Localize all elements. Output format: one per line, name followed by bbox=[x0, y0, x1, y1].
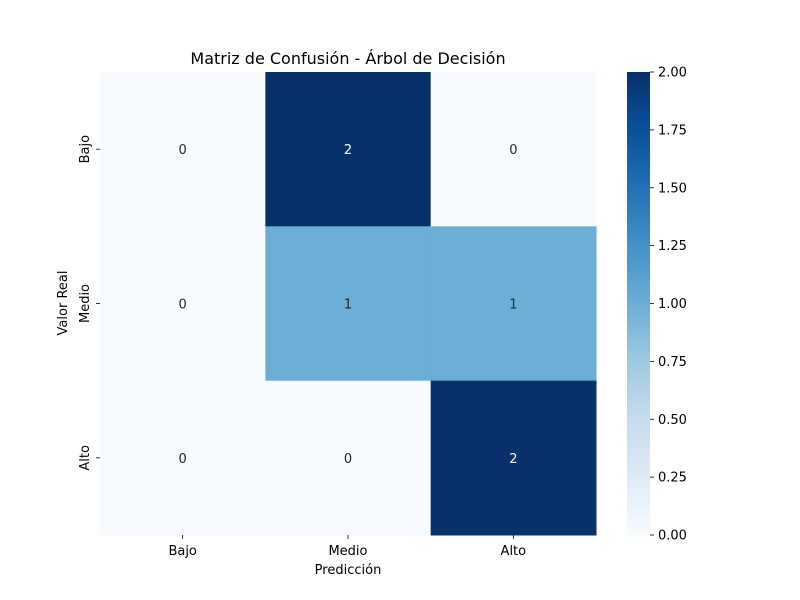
x-tick-label-1: Medio bbox=[328, 544, 367, 559]
heatmap-cell-2-2 bbox=[430, 380, 597, 536]
cell-value-label-0-0: 0 bbox=[179, 143, 187, 158]
cell-value-label-0-1: 2 bbox=[344, 143, 352, 158]
colorbar-tick-label-8: 2.00 bbox=[658, 66, 687, 81]
y-tick-label-1: Medio bbox=[78, 284, 93, 323]
colorbar-tick-label-5: 1.25 bbox=[658, 239, 687, 254]
x-tick-label-2: Alto bbox=[501, 544, 527, 559]
colorbar: 0.00 0.25 0.50 0.75 1.00 1.25 1.50 1.75 2.00 bbox=[627, 66, 687, 544]
y-tick-label-0: Bajo bbox=[78, 135, 93, 163]
y-tick-label-2: Alto bbox=[78, 445, 93, 471]
colorbar-tick-label-7: 1.75 bbox=[658, 123, 687, 138]
cell-value-label-1-0: 0 bbox=[179, 298, 187, 313]
heatmap-cells: 0 2 0 0 1 1 0 0 2 bbox=[100, 72, 597, 536]
heatmap-cell-2-0 bbox=[100, 380, 266, 536]
chart-title: Matriz de Confusión - Árbol de Decisión bbox=[190, 49, 505, 68]
heatmap-cell-1-2 bbox=[430, 226, 597, 382]
heatmap-cell-0-1 bbox=[265, 72, 432, 227]
cell-value-label-0-2: 0 bbox=[509, 143, 517, 158]
colorbar-tick-label-4: 1.00 bbox=[658, 297, 687, 312]
colorbar-tick-label-3: 0.75 bbox=[658, 355, 687, 370]
heatmap-cell-1-1 bbox=[265, 226, 432, 382]
heatmap-cell-1-0 bbox=[100, 226, 266, 382]
x-axis-label: Predicción bbox=[315, 563, 382, 578]
colorbar-tick-label-0: 0.00 bbox=[658, 529, 687, 544]
x-tick-label-0: Bajo bbox=[168, 544, 196, 559]
cell-value-label-1-2: 1 bbox=[509, 298, 517, 313]
cell-value-label-2-1: 0 bbox=[344, 452, 352, 467]
colorbar-tick-label-6: 1.50 bbox=[658, 181, 687, 196]
colorbar-tick-label-2: 0.50 bbox=[658, 413, 687, 428]
cell-value-label-2-0: 0 bbox=[179, 452, 187, 467]
heatmap-cell-0-0 bbox=[100, 72, 266, 227]
colorbar-tick-label-1: 0.25 bbox=[658, 471, 687, 486]
heatmap-cell-2-1 bbox=[265, 380, 432, 536]
cell-value-label-2-2: 2 bbox=[509, 452, 517, 467]
cell-value-label-1-1: 1 bbox=[344, 298, 352, 313]
x-axis: Bajo Medio Alto bbox=[168, 535, 526, 559]
y-axis: Bajo Medio Alto bbox=[78, 135, 100, 471]
colorbar-gradient bbox=[627, 72, 650, 535]
heatmap-cell-0-2 bbox=[430, 72, 597, 227]
y-axis-label: Valor Real bbox=[56, 271, 71, 336]
